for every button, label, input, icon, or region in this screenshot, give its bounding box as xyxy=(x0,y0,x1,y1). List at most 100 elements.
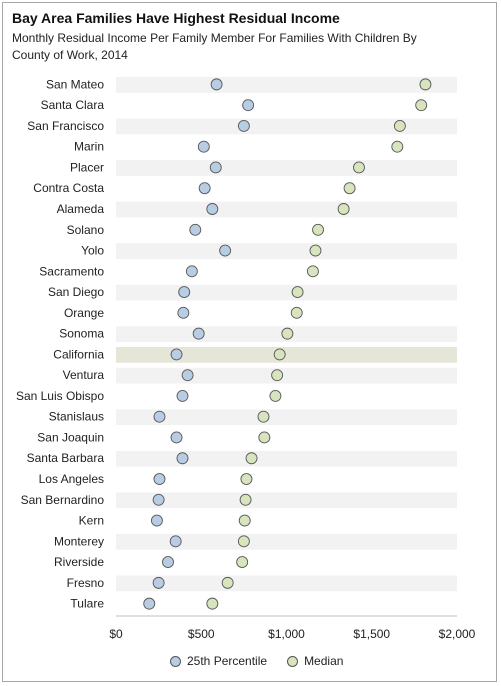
row-band xyxy=(116,533,457,550)
row-band xyxy=(116,97,457,114)
row-band xyxy=(116,554,457,571)
row-band xyxy=(116,284,457,301)
row-band xyxy=(116,388,457,405)
point-median xyxy=(245,452,258,465)
point-25th-percentile xyxy=(152,576,165,589)
point-median xyxy=(393,119,406,132)
point-median xyxy=(237,535,250,548)
row-band xyxy=(116,409,457,426)
category-label: San Francisco xyxy=(27,119,104,133)
row-band xyxy=(116,450,457,467)
category-label: San Bernardino xyxy=(21,493,105,507)
row-band xyxy=(116,347,457,363)
x-tick-label: $1,500 xyxy=(353,627,390,641)
point-median xyxy=(281,327,294,340)
point-25th-percentile xyxy=(176,452,189,465)
row-band xyxy=(116,367,457,384)
category-label: San Joaquin xyxy=(37,430,104,444)
legend-label-25th: 25th Percentile xyxy=(187,654,268,668)
row-band xyxy=(116,263,457,280)
category-label: Sonoma xyxy=(59,327,104,341)
x-tick-label: $500 xyxy=(188,627,215,641)
row-band xyxy=(116,305,457,322)
point-25th-percentile xyxy=(178,286,191,299)
point-median xyxy=(258,431,271,444)
category-label: Marin xyxy=(74,140,104,154)
point-median xyxy=(290,306,303,319)
point-25th-percentile xyxy=(152,493,165,506)
point-25th-percentile xyxy=(192,327,205,340)
category-label: Contra Costa xyxy=(33,181,104,195)
row-band xyxy=(116,243,457,259)
category-label: San Diego xyxy=(48,285,104,299)
point-25th-percentile xyxy=(177,306,190,319)
point-median xyxy=(415,99,428,112)
category-label: San Mateo xyxy=(46,77,104,91)
point-median xyxy=(273,348,286,361)
point-25th-percentile xyxy=(169,535,182,548)
point-median xyxy=(238,514,251,527)
point-25th-percentile xyxy=(153,473,166,485)
category-label: Stanislaus xyxy=(49,410,104,424)
legend-label-median: Median xyxy=(304,654,344,668)
row-band xyxy=(116,471,457,488)
category-label: Ventura xyxy=(63,368,105,382)
point-median xyxy=(312,223,324,236)
chart-subtitle: Monthly Residual Income Per Family Membe… xyxy=(12,31,417,62)
category-label: Yolo xyxy=(81,244,104,258)
point-25th-percentile xyxy=(162,556,174,569)
point-median xyxy=(240,473,253,485)
point-25th-percentile xyxy=(143,597,156,610)
point-median xyxy=(257,410,270,423)
row-band xyxy=(116,139,457,156)
point-25th-percentile xyxy=(150,514,163,527)
category-label: Los Angeles xyxy=(39,472,104,486)
row-band xyxy=(116,492,457,509)
point-25th-percentile xyxy=(189,223,202,236)
row-band xyxy=(116,77,457,93)
legend-swatch-25th xyxy=(170,655,181,667)
point-median xyxy=(221,576,234,589)
x-tick-label: $2,000 xyxy=(439,627,476,641)
point-25th-percentile xyxy=(170,431,183,444)
point-median xyxy=(206,597,219,610)
chart-title: Bay Area Families Have Highest Residual … xyxy=(12,10,340,26)
row-band xyxy=(116,575,457,592)
row-band xyxy=(116,180,457,197)
row-band xyxy=(116,596,457,613)
category-label: Santa Barbara xyxy=(27,451,105,465)
category-label: Santa Clara xyxy=(41,98,105,112)
x-tick-label: $1,000 xyxy=(268,627,305,641)
legend-swatch-median xyxy=(287,655,299,667)
x-tick-label: $0 xyxy=(109,627,123,641)
point-median xyxy=(239,493,252,506)
point-25th-percentile xyxy=(153,410,166,423)
category-label: Sacramento xyxy=(39,264,104,278)
legend-item-25th: 25th Percentile xyxy=(170,654,267,668)
point-25th-percentile xyxy=(181,369,194,382)
point-25th-percentile xyxy=(197,140,210,153)
row-band xyxy=(116,118,457,135)
category-label: San Luis Obispo xyxy=(16,389,104,403)
category-label: Tulare xyxy=(70,597,104,611)
point-median xyxy=(236,556,249,569)
point-median xyxy=(343,182,356,195)
point-25th-percentile xyxy=(209,161,222,174)
point-median xyxy=(337,203,350,215)
category-label: Riverside xyxy=(54,555,104,569)
point-25th-percentile xyxy=(210,78,223,91)
point-median xyxy=(353,161,365,174)
point-25th-percentile xyxy=(185,265,198,278)
row-band xyxy=(116,222,457,239)
category-label: Alameda xyxy=(57,202,105,216)
category-label: California xyxy=(53,347,104,361)
point-median xyxy=(309,244,322,257)
point-25th-percentile xyxy=(198,182,211,195)
point-25th-percentile xyxy=(219,244,232,257)
category-label: Orange xyxy=(64,306,104,320)
category-label: Fresno xyxy=(67,576,105,590)
category-label: Placer xyxy=(70,160,104,174)
point-25th-percentile xyxy=(237,119,250,132)
point-median xyxy=(419,78,432,91)
